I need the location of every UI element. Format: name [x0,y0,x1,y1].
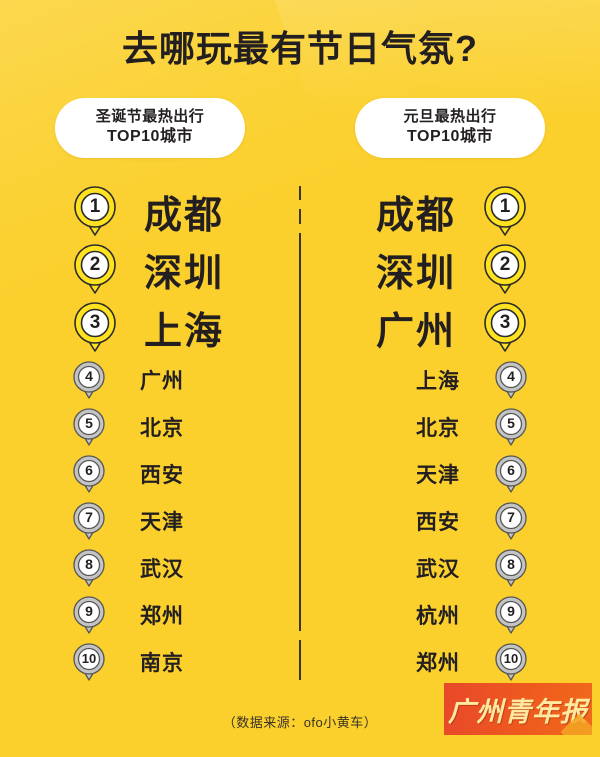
map-pin-icon: 9 [72,595,106,635]
city-name: 郑州 [140,604,184,628]
map-pin-icon: 10 [494,642,528,682]
map-pin-icon: 6 [72,454,106,494]
column-divider [299,186,301,694]
map-pin-icon: 1 [72,185,118,237]
list-item: 6 天津 [300,450,528,497]
city-name: 天津 [416,463,460,487]
city-name: 西安 [416,510,460,534]
city-name: 上海 [416,369,460,393]
publisher-logo-text: 广州青年报 [448,696,588,728]
ranking-columns: 1 成都 2 深圳 [0,182,600,685]
map-pin-icon: 3 [482,301,528,353]
city-name: 深圳 [375,252,456,295]
list-item: 1 成都 [300,182,528,240]
list-item: 4 上海 [300,356,528,403]
map-pin-icon: 2 [482,243,528,295]
map-pin-icon: 7 [72,501,106,541]
list-item: 5 北京 [300,403,528,450]
data-source-note: （数据来源：ofo小黄车） [222,715,378,730]
list-item: 10 郑州 [300,638,528,685]
map-pin-icon: 6 [494,454,528,494]
map-pin-icon: 5 [494,407,528,447]
header-pill-newyear: 元旦最热出行 TOP10城市 [355,98,545,158]
list-item: 9 郑州 [72,591,300,638]
list-item: 3 上海 [72,298,300,356]
header-pill-newyear-line1: 元旦最热出行 [403,108,497,126]
column-headers: 圣诞节最热出行 TOP10城市 元旦最热出行 TOP10城市 [0,98,600,158]
list-item: 8 武汉 [300,544,528,591]
list-item: 8 武汉 [72,544,300,591]
city-name: 武汉 [416,557,460,581]
list-item: 1 成都 [72,182,300,240]
list-item: 6 西安 [72,450,300,497]
list-item: 10 南京 [72,638,300,685]
city-name: 武汉 [140,557,184,581]
city-name: 广州 [375,310,456,353]
list-item: 7 天津 [72,497,300,544]
list-item: 4 广州 [72,356,300,403]
map-pin-icon: 7 [494,501,528,541]
header-pill-christmas-line2: TOP10城市 [107,127,193,145]
map-pin-icon: 5 [72,407,106,447]
list-item: 3 广州 [300,298,528,356]
ranking-column-newyear: 1 成都 2 深圳 [300,182,600,685]
header-pill-christmas: 圣诞节最热出行 TOP10城市 [55,98,245,158]
city-name: 深圳 [144,252,225,295]
map-pin-icon: 2 [72,243,118,295]
list-item: 7 西安 [300,497,528,544]
city-name: 成都 [375,194,456,237]
city-name: 上海 [144,310,225,353]
header-pill-christmas-line1: 圣诞节最热出行 [95,108,205,126]
city-name: 广州 [140,369,184,393]
list-item: 5 北京 [72,403,300,450]
map-pin-icon: 4 [72,360,106,400]
map-pin-icon: 8 [494,548,528,588]
map-pin-icon: 1 [482,185,528,237]
city-name: 西安 [140,463,184,487]
map-pin-icon: 10 [72,642,106,682]
map-pin-icon: 8 [72,548,106,588]
city-name: 北京 [140,416,184,440]
city-name: 成都 [144,194,225,237]
header-pill-newyear-line2: TOP10城市 [407,127,493,145]
list-item: 2 深圳 [300,240,528,298]
list-item: 2 深圳 [72,240,300,298]
page-title: 去哪玩最有节日气氛? [122,28,478,69]
city-name: 天津 [140,510,184,534]
city-name: 北京 [416,416,460,440]
publisher-logo: 广州青年报 [444,683,592,735]
ranking-column-christmas: 1 成都 2 深圳 [0,182,300,685]
map-pin-icon: 3 [72,301,118,353]
city-name: 南京 [140,651,184,675]
city-name: 杭州 [416,604,460,628]
list-item: 9 杭州 [300,591,528,638]
map-pin-icon: 4 [494,360,528,400]
map-pin-icon: 9 [494,595,528,635]
city-name: 郑州 [416,651,460,675]
